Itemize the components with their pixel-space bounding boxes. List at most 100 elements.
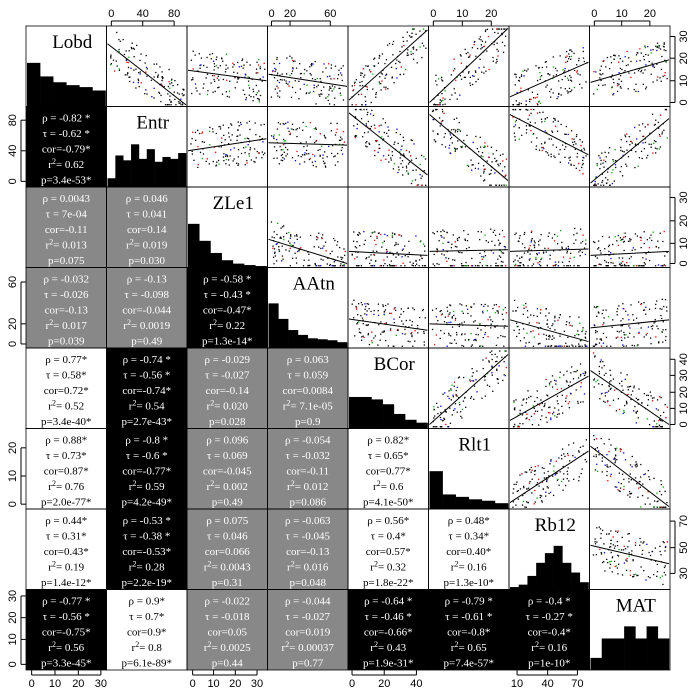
scatter-point [360, 117, 363, 120]
scatter-point [241, 58, 244, 60]
scatter-point [319, 133, 321, 135]
scatter-point [157, 75, 159, 77]
scatter-point [410, 36, 412, 38]
scatter-point [432, 110, 434, 112]
trend-line [509, 114, 589, 156]
top-axis-tick-label: 10 [456, 8, 468, 20]
scatter-point [636, 465, 638, 467]
scatter-point [593, 265, 595, 267]
scatter-point [600, 163, 602, 165]
scatter-point [536, 96, 538, 98]
scatter-point [598, 263, 600, 266]
scatter-point [456, 130, 459, 133]
scatter-point [295, 257, 297, 259]
scatter-point [656, 300, 658, 302]
scatter-point [497, 310, 499, 312]
scatter-point [558, 93, 560, 96]
scatter-point [638, 332, 640, 335]
scatter-point [392, 54, 394, 56]
scatter-point [456, 395, 458, 397]
scatter-point [273, 77, 276, 79]
scatter-point [310, 74, 312, 76]
corr-stat-label: p=0.31 [212, 577, 243, 589]
corr-stat-label: cor=-0.045 [203, 466, 252, 478]
scatter-point [401, 145, 403, 147]
histogram-bar [255, 266, 267, 268]
scatter-point [203, 83, 205, 85]
left-axis-tick-label: 20 [7, 612, 19, 624]
scatter-point [407, 173, 410, 175]
scatter-point [443, 321, 446, 323]
scatter-point [539, 102, 542, 105]
scatter-point [479, 36, 482, 38]
scatter-point [664, 59, 666, 62]
right-axis-tick-label: 30 [678, 30, 690, 42]
variable-name-label: Lobd [52, 32, 93, 53]
scatter-point [534, 469, 536, 472]
scatter-point [656, 148, 658, 150]
scatter-point [228, 96, 230, 98]
scatter-point [657, 264, 660, 266]
scatter-point [372, 73, 374, 75]
scatter-point [526, 417, 528, 419]
scatter-point [244, 93, 246, 96]
scatter-point [329, 264, 331, 267]
scatter-point [255, 157, 257, 159]
scatter-point [494, 244, 496, 246]
scatter-point [270, 96, 273, 98]
scatter-point [387, 126, 389, 128]
scatter-point [322, 71, 324, 73]
histogram-bar [349, 396, 361, 429]
trend-line [348, 29, 428, 101]
scatter-point [600, 537, 602, 539]
scatter-point [501, 265, 503, 267]
histogram-bar [154, 161, 163, 187]
scatter-point [664, 339, 667, 342]
scatter-point [635, 411, 637, 413]
scatter-point [645, 86, 648, 88]
scatter-point [607, 400, 609, 402]
scatter-point [556, 345, 558, 347]
scatter-point [336, 244, 338, 246]
scatter-point [395, 265, 397, 267]
scatter-point [617, 85, 619, 87]
scatter-point [239, 121, 242, 124]
scatter-point [424, 30, 427, 32]
scatter-point [414, 340, 416, 342]
scatter-point [641, 265, 643, 267]
bottom-axis-tick-label: 70 [571, 678, 583, 690]
scatter-point [513, 483, 515, 486]
scatter-point [488, 68, 490, 71]
scatter-point [628, 555, 630, 557]
scatter-point [475, 339, 477, 342]
scatter-point [492, 153, 494, 155]
scatter-point [396, 251, 398, 254]
scatter-point [273, 231, 275, 233]
scatter-point [644, 503, 646, 505]
scatter-point [656, 79, 658, 81]
scatter-point [620, 372, 622, 374]
scatter-point [533, 108, 535, 111]
corr-stat-label: p=0.49 [212, 497, 243, 509]
scatter-point [481, 47, 483, 49]
scatter-point [444, 411, 447, 413]
scatter-point [545, 385, 547, 388]
scatter-point [558, 457, 560, 459]
scatter-point [661, 298, 663, 300]
scatter-point [484, 30, 487, 33]
scatter-point [512, 116, 514, 118]
scatter-point [431, 309, 434, 311]
scatter-point [313, 128, 316, 130]
scatter-point [539, 418, 542, 421]
corr-r2-label: r2= 0.020 [207, 399, 249, 413]
scatter-point [566, 370, 568, 372]
scatter-point [623, 308, 625, 310]
scatter-point [246, 137, 248, 139]
scatter-point [558, 413, 560, 415]
scatter-point [272, 256, 275, 258]
scatter-point [573, 234, 575, 236]
scatter-point [536, 308, 539, 310]
scatter-point [379, 76, 381, 78]
scatter-point [496, 42, 498, 44]
scatter-point [462, 312, 464, 314]
